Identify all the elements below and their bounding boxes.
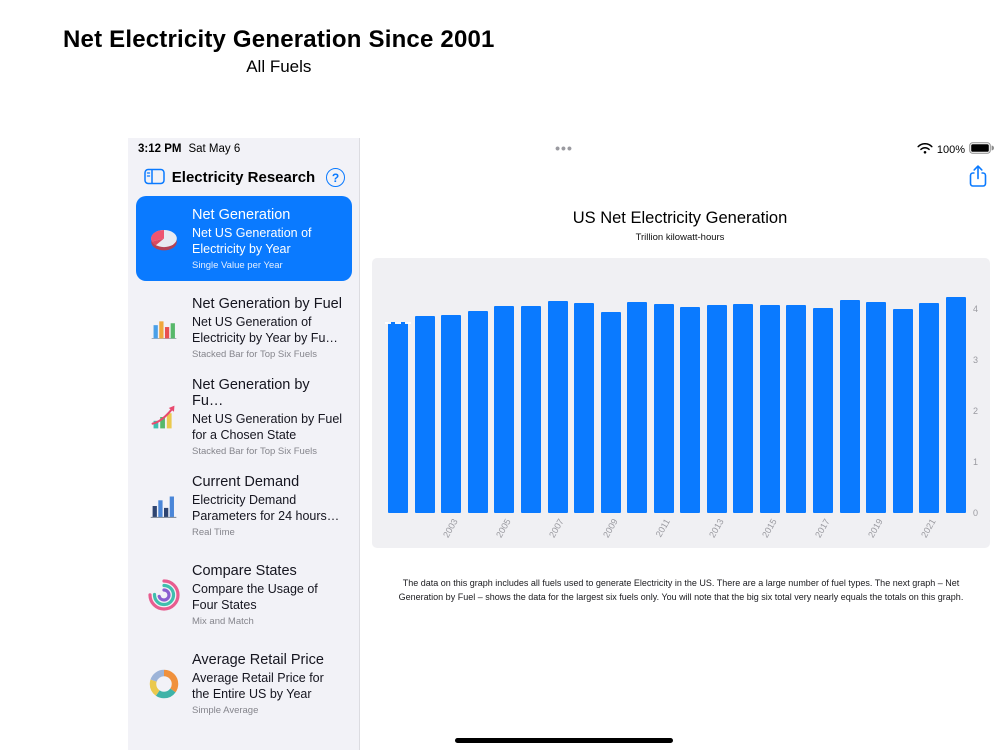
sidebar-item-title: Compare States xyxy=(192,562,297,579)
sidebar-item-title: Net Generation by Fuel xyxy=(192,295,342,312)
sidebar-item-caption: Single Value per Year xyxy=(192,259,283,271)
main-content: US Net Electricity Generation Trillion k… xyxy=(360,138,1000,750)
bar-2014 xyxy=(733,304,754,513)
y-axis-tick-label: 2 xyxy=(973,406,979,416)
bar-2022 xyxy=(945,296,966,513)
home-indicator[interactable] xyxy=(455,738,673,743)
demand-bars-icon xyxy=(142,484,186,528)
status-left: 3:12 PM Sat May 6 xyxy=(138,143,240,155)
chart-header: US Net Electricity Generation Trillion k… xyxy=(360,209,1000,243)
bar-2013 xyxy=(706,305,727,513)
bar-2002 xyxy=(414,316,435,513)
document-header: Net Electricity Generation Since 2001 Al… xyxy=(63,26,495,77)
sidebar-item-text: Net Generation Net US Generation of Elect… xyxy=(186,207,344,271)
bar-2018 xyxy=(839,299,860,513)
multitasking-indicator[interactable]: ••• xyxy=(555,140,573,156)
sidebar-item[interactable]: Net Generation by Fu… Net US Generation b… xyxy=(136,374,352,459)
chart-subtitle: Trillion kilowatt-hours xyxy=(635,232,725,243)
sidebar-item-caption: Mix and Match xyxy=(192,615,254,627)
y-axis-tick-label: 4 xyxy=(973,304,979,314)
bar-2012 xyxy=(680,306,701,513)
bar-chart-plot xyxy=(385,258,969,513)
sidebar-header: Electricity Research ? xyxy=(128,165,359,191)
bar-2009 xyxy=(600,311,621,513)
battery-icon xyxy=(969,142,994,157)
sidebar-list: Net Generation Net US Generation of Elect… xyxy=(136,196,352,750)
radial-rings-icon xyxy=(142,573,186,617)
sidebar-item-caption: Stacked Bar for Top Six Fuels xyxy=(192,348,317,360)
wifi-icon xyxy=(917,142,933,157)
ipad-app-frame: Electricity Research ? Net Generation Net… xyxy=(128,138,1000,750)
trend-bars-icon xyxy=(142,395,186,439)
sidebar-item-text: Average Retail Price Average Retail Price… xyxy=(186,652,344,716)
sidebar-item[interactable]: Current Demand Electricity Demand Paramet… xyxy=(136,463,352,548)
sidebar-item-subtitle: Net US Generation of Electricity by Year… xyxy=(192,314,338,345)
sidebar-item-text: Net Generation by Fuel Net US Generation … xyxy=(186,296,344,360)
bar-2021 xyxy=(919,302,940,513)
y-axis-tick-label: 3 xyxy=(973,355,979,365)
sidebar-item-caption: Stacked Bar for Top Six Fuels xyxy=(192,445,317,457)
sidebar-item-caption: Simple Average xyxy=(192,704,259,716)
grouped-bars-icon xyxy=(142,306,186,350)
donut-segments-icon xyxy=(142,662,186,706)
share-button[interactable] xyxy=(968,164,988,189)
status-date: Sat May 6 xyxy=(188,143,241,155)
bar-2007 xyxy=(547,300,568,513)
sidebar-item[interactable]: Net Generation Net US Generation of Elect… xyxy=(136,196,352,281)
sidebar-item-text: Current Demand Electricity Demand Paramet… xyxy=(186,474,344,538)
sidebar-item-title: Net Generation by Fu… xyxy=(192,376,310,409)
bar-2011 xyxy=(653,303,674,513)
sidebar-item[interactable]: State Price Co… xyxy=(136,730,352,750)
bar-2001 xyxy=(388,322,409,513)
sidebar-item-text: Net Generation by Fu… Net US Generation b… xyxy=(186,377,344,457)
bar-2017 xyxy=(813,307,833,513)
status-bar: 3:12 PM Sat May 6 ••• 100% xyxy=(128,138,1000,162)
question-mark-icon: ? xyxy=(331,170,340,185)
bar-2019 xyxy=(866,302,887,513)
pie-chart-icon xyxy=(142,217,186,261)
share-icon xyxy=(969,165,987,187)
bar-2004 xyxy=(467,310,488,513)
sidebar-item-title: Current Demand xyxy=(192,473,300,490)
sidebar-item-text: Compare States Compare the Usage of Four … xyxy=(186,563,344,627)
sidebar-item-title: Average Retail Price xyxy=(192,651,324,668)
sidebar-toggle-icon xyxy=(144,168,165,185)
sidebar: Electricity Research ? Net Generation Net… xyxy=(128,138,360,750)
sidebar-toggle-button[interactable] xyxy=(144,168,165,185)
bar-2008 xyxy=(574,302,595,513)
battery-percent: 100% xyxy=(936,143,965,156)
sidebar-item-subtitle: Average Retail Price for the Entire US b… xyxy=(192,670,324,701)
bar-2020 xyxy=(892,308,913,513)
status-time: 3:12 PM xyxy=(138,143,182,155)
sidebar-item-subtitle: Net US Generation by Fuel for a Chosen S… xyxy=(192,411,343,442)
bar-2015 xyxy=(759,304,780,513)
bar-2006 xyxy=(521,305,541,513)
bar-2010 xyxy=(627,302,648,513)
y-axis-tick-label: 0 xyxy=(973,508,979,518)
chart-caption: The data on this graph includes all fuel… xyxy=(398,578,964,603)
bar-2016 xyxy=(786,304,807,513)
bar-2005 xyxy=(494,305,515,513)
sidebar-item-subtitle: Electricity Demand Parameters for 24 hou… xyxy=(192,492,340,523)
chart-panel: 0 1 2 3 4 2003 2005 2007 2009 2011 2013 2015 2017 201… xyxy=(372,258,990,548)
status-right: 100% xyxy=(917,142,994,157)
page-subtitle: All Fuels xyxy=(246,57,312,76)
sidebar-item[interactable]: Net Generation by Fuel Net US Generation … xyxy=(136,285,352,370)
page-title: Net Electricity Generation Since 2001 xyxy=(63,26,495,53)
sidebar-item-title: Net Generation xyxy=(192,206,291,223)
y-axis-tick-label: 1 xyxy=(973,457,979,467)
help-button[interactable]: ? xyxy=(326,168,345,187)
sidebar-item[interactable]: Compare States Compare the Usage of Four … xyxy=(136,552,352,637)
sidebar-item-subtitle: Compare the Usage of Four States xyxy=(192,581,318,612)
sidebar-title: Electricity Research xyxy=(171,169,316,186)
sidebar-item-subtitle: Net US Generation of Electricity by Year xyxy=(192,225,312,256)
sidebar-item[interactable]: Average Retail Price Average Retail Price… xyxy=(136,641,352,726)
chart-title: US Net Electricity Generation xyxy=(572,209,788,227)
dashed-annotation-line xyxy=(385,322,412,325)
sidebar-item-caption: Real Time xyxy=(192,526,235,538)
bar-2003 xyxy=(441,315,462,513)
